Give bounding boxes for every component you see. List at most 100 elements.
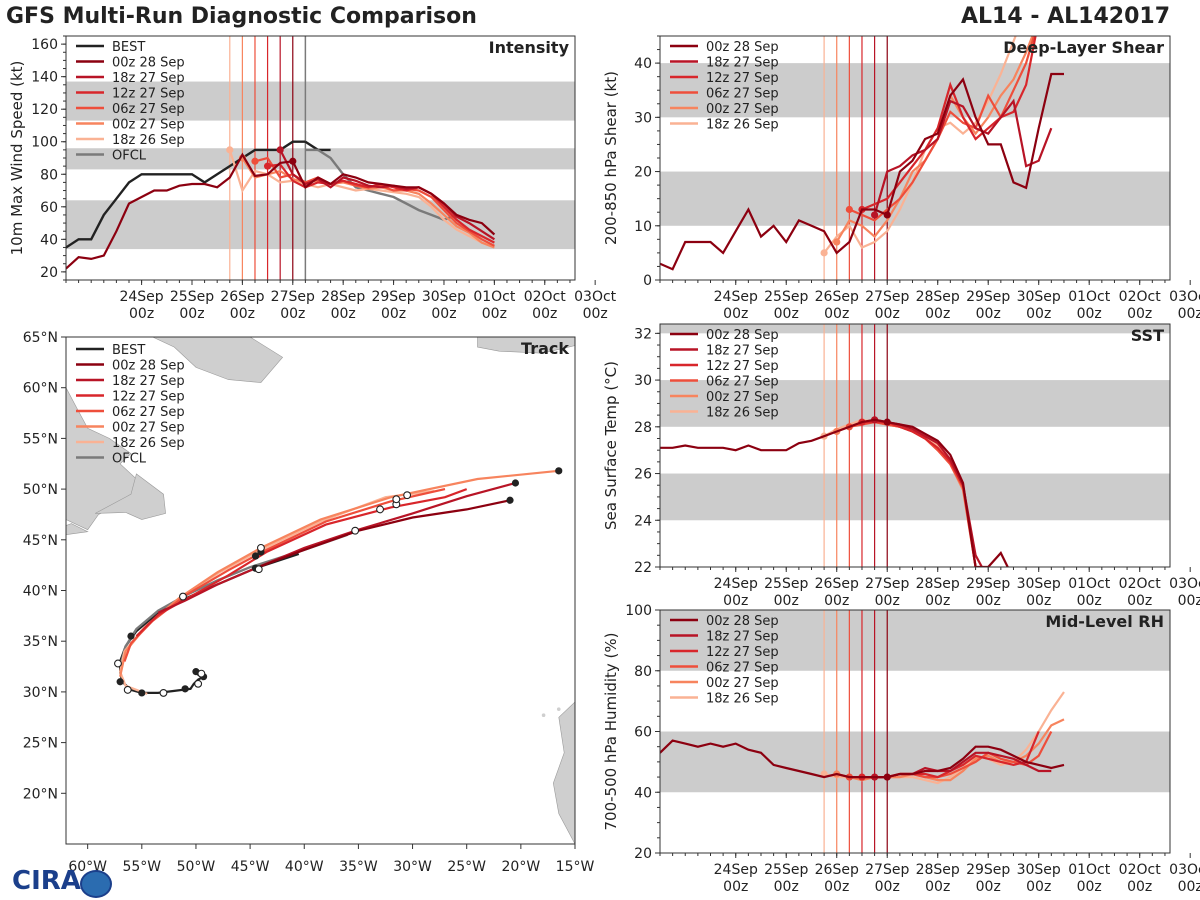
sst-band	[660, 380, 1170, 427]
track-point-open	[256, 543, 265, 552]
x-tick-label: 27Sep	[865, 862, 909, 878]
x-tick-label: 02Oct	[1119, 576, 1162, 592]
track-point-open	[114, 659, 122, 668]
x-tick-label: 30Sep	[1017, 576, 1061, 592]
legend-label: 18z 26 Sep	[706, 692, 779, 707]
series-line	[848, 36, 1036, 222]
lat-tick-label: 30°N	[23, 685, 58, 701]
legend-label: 12z 27 Sep	[706, 359, 779, 374]
x-tick-label: 00z	[723, 879, 748, 895]
lat-tick-label: 35°N	[23, 634, 58, 650]
y-tick-label: 40	[40, 232, 58, 248]
legend-label: 00z 27 Sep	[706, 102, 779, 117]
legend-label: BEST	[112, 40, 145, 55]
legend-label: 18z 26 Sep	[112, 133, 185, 148]
series-line	[228, 149, 495, 247]
x-tick-label: 00z	[1077, 879, 1102, 895]
y-axis-label: Sea Surface Temp (°C)	[602, 361, 620, 530]
legend-label: BEST	[112, 343, 145, 358]
x-tick-label: 28Sep	[916, 576, 960, 592]
track-point-open	[351, 526, 360, 535]
x-tick-label: 30Sep	[422, 289, 466, 305]
legend-label: 18z 27 Sep	[706, 630, 779, 645]
lon-tick-label: 25°W	[447, 859, 486, 875]
x-tick-label: 00z	[824, 593, 849, 609]
legend-label: 00z 27 Sep	[706, 390, 779, 405]
y-tick-label: 30	[634, 373, 652, 389]
lat-tick-label: 55°N	[23, 431, 58, 447]
x-tick-label: 29Sep	[966, 862, 1010, 878]
x-tick-label: 00z	[824, 879, 849, 895]
init-marker	[883, 211, 891, 219]
legend-label: 00z 27 Sep	[112, 421, 185, 436]
init-marker	[289, 157, 297, 165]
intensity-band	[66, 200, 575, 250]
ofcl-line	[305, 148, 458, 222]
track-plot-area	[66, 337, 575, 844]
track-point-open	[376, 505, 385, 514]
intensity-plot-area	[66, 36, 575, 280]
x-tick-label: 00z	[875, 593, 900, 609]
x-tick-label: 26Sep	[815, 576, 859, 592]
lon-tick-label: 40°W	[285, 859, 324, 875]
x-tick-label: 01Oct	[473, 289, 516, 305]
y-axis-label: 200-850 hPa Shear (kt)	[602, 71, 620, 245]
best-line	[66, 140, 306, 249]
legend-label: 18z 26 Sep	[706, 406, 779, 421]
rh-band	[660, 731, 1170, 793]
init-marker	[251, 157, 259, 165]
y-tick-label: 80	[634, 664, 652, 680]
y-tick-label: 32	[634, 326, 652, 342]
x-tick-label: 00z	[230, 306, 255, 322]
x-tick-label: 00z	[925, 593, 950, 609]
track-point-filled	[127, 632, 135, 640]
run-track	[119, 469, 559, 677]
sst-band	[660, 324, 1170, 334]
x-tick-label: 00z	[875, 306, 900, 322]
track-point-filled	[511, 479, 520, 487]
x-tick-label: 00z	[774, 306, 799, 322]
series-line	[241, 157, 495, 249]
init-marker	[833, 238, 841, 246]
y-tick-label: 120	[31, 102, 58, 118]
x-tick-label: 00z	[875, 879, 900, 895]
y-tick-label: 40	[634, 785, 652, 801]
series-line	[660, 418, 1009, 567]
legend-label: 00z 27 Sep	[706, 676, 779, 691]
track-point-open	[197, 669, 206, 678]
track-point-filled	[555, 467, 563, 475]
y-tick-label: 60	[634, 725, 652, 741]
x-tick-label: 30Sep	[1017, 289, 1061, 305]
legend-label: 00z 28 Sep	[706, 614, 779, 629]
x-tick-label: 00z	[1026, 306, 1051, 322]
y-tick-label: 80	[40, 167, 58, 183]
y-tick-label: 26	[634, 467, 652, 483]
track-point-open	[194, 679, 203, 688]
x-tick-label: 26Sep	[815, 862, 859, 878]
legend-label: 12z 27 Sep	[112, 87, 185, 102]
x-tick-label: 03Oct	[1169, 862, 1200, 878]
track-point-open	[179, 592, 187, 601]
lon-tick-label: 20°W	[502, 859, 541, 875]
landmass	[95, 473, 166, 520]
intensity-panel: 2040608010012014016024Sep00z25Sep00z26Se…	[8, 35, 617, 322]
legend-label: 00z 28 Sep	[112, 359, 185, 374]
shear-plot-area	[660, 36, 1170, 280]
legend-label: 18z 27 Sep	[706, 56, 779, 71]
track-point-filled	[181, 685, 189, 693]
x-tick-label: 00z	[129, 306, 154, 322]
x-tick-label: 00z	[1127, 593, 1152, 609]
y-tick-label: 40	[634, 56, 652, 72]
legend-label: 12z 27 Sep	[706, 71, 779, 86]
intensity-band	[66, 81, 575, 121]
lat-tick-label: 65°N	[23, 330, 58, 346]
x-tick-label: 01Oct	[1068, 576, 1111, 592]
x-tick-label: 00z	[381, 306, 406, 322]
init-marker	[883, 418, 891, 426]
y-axis-label: 10m Max Wind Speed (kt)	[8, 61, 26, 256]
x-tick-label: 00z	[280, 306, 305, 322]
x-tick-label: 00z	[1178, 306, 1200, 322]
panel-title: SST	[1131, 326, 1164, 345]
x-tick-label: 25Sep	[764, 576, 808, 592]
landmass	[477, 337, 575, 354]
